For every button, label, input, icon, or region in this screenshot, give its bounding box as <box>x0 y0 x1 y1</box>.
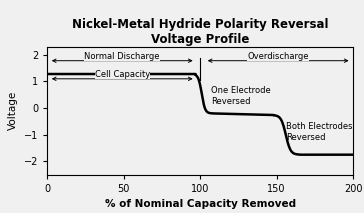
Text: Both Electrodes
Reversed: Both Electrodes Reversed <box>286 122 352 142</box>
Text: Cell Capacity: Cell Capacity <box>95 70 150 79</box>
Text: Normal Discharge: Normal Discharge <box>84 52 160 61</box>
Text: One Electrode
Reversed: One Electrode Reversed <box>211 86 271 106</box>
Text: Overdischarge: Overdischarge <box>248 52 309 61</box>
Y-axis label: Voltage: Voltage <box>8 91 18 130</box>
X-axis label: % of Nominal Capacity Removed: % of Nominal Capacity Removed <box>104 199 296 209</box>
Title: Nickel-Metal Hydride Polarity Reversal
Voltage Profile: Nickel-Metal Hydride Polarity Reversal V… <box>72 18 328 46</box>
